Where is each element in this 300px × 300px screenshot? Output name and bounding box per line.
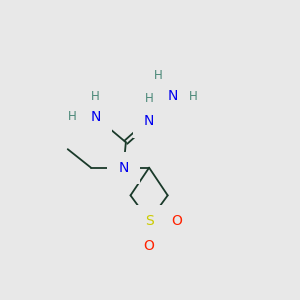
Text: O: O xyxy=(172,214,182,228)
Text: H: H xyxy=(91,90,100,103)
Bar xyxy=(156,80,189,112)
Text: H: H xyxy=(189,90,198,103)
Bar xyxy=(107,152,140,184)
Bar xyxy=(58,103,86,130)
Bar xyxy=(79,101,112,133)
Text: H: H xyxy=(68,110,77,123)
Bar xyxy=(145,61,172,89)
Text: H: H xyxy=(145,92,154,105)
Text: O: O xyxy=(144,239,154,253)
Bar xyxy=(135,85,163,112)
Text: N: N xyxy=(167,89,178,103)
Bar xyxy=(133,230,165,262)
Text: N: N xyxy=(118,161,129,175)
Bar xyxy=(133,105,165,138)
Bar xyxy=(161,205,193,237)
Text: N: N xyxy=(90,110,101,124)
Text: H: H xyxy=(154,69,163,82)
Bar xyxy=(179,82,207,110)
Bar xyxy=(82,82,110,110)
Text: N: N xyxy=(144,115,154,128)
Text: S: S xyxy=(145,214,154,228)
Bar xyxy=(133,205,165,237)
